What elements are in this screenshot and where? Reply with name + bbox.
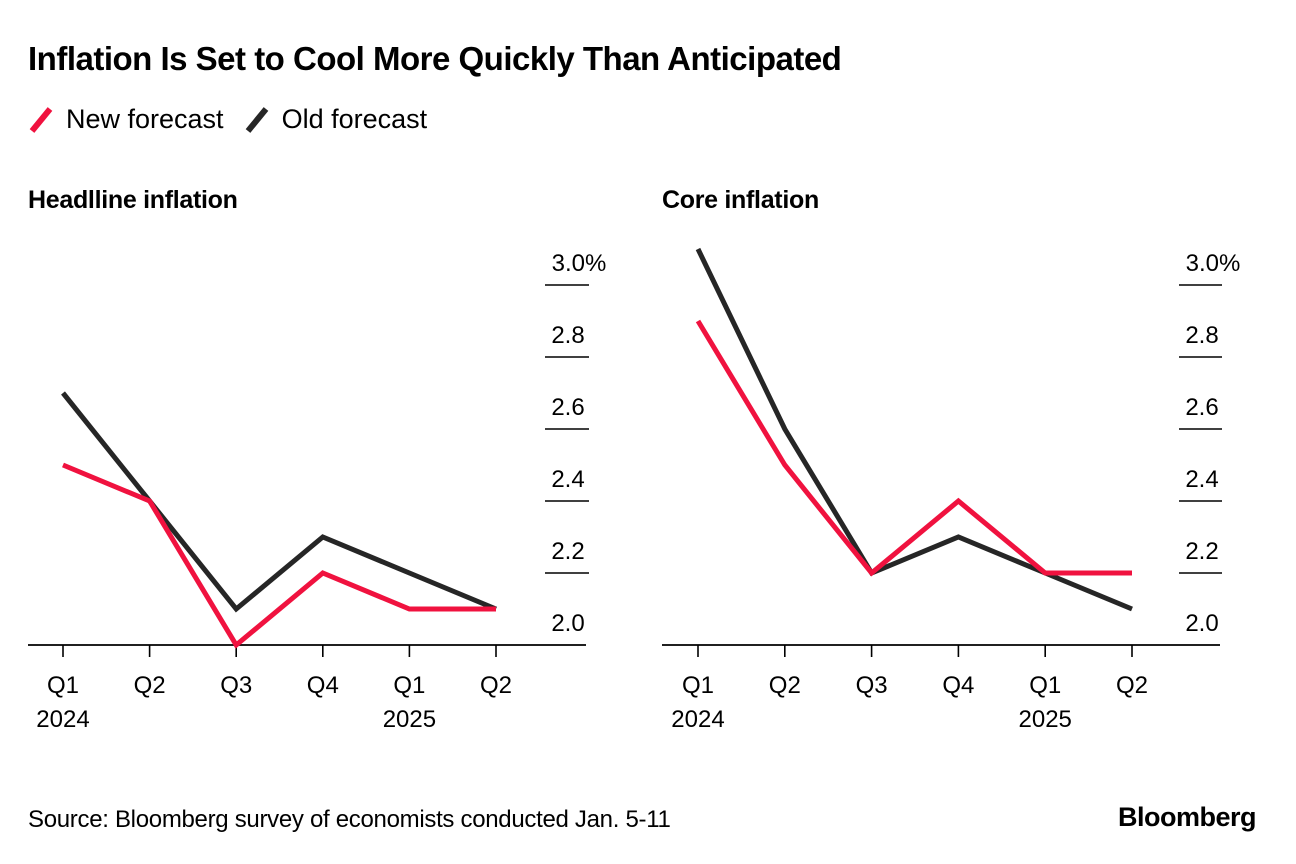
headline-xtick-label: Q1 [393,672,425,699]
headline-xtick-label: Q4 [307,672,339,699]
legend-label-old: Old forecast [281,104,428,134]
core-xtick-label: Q1 [682,672,714,699]
core-ytick-label: 2.0 [1185,610,1218,637]
legend: New forecast Old forecast [28,104,447,135]
headline-panel-title: Headlline inflation [28,186,238,214]
chart-title: Inflation Is Set to Cool More Quickly Th… [28,40,842,77]
core-ytick-label: 2.2 [1185,538,1218,565]
core-series-old-forecast [695,247,1133,612]
headline-ytick-label: 3.0% [552,250,607,277]
legend-item-old-forecast: Old forecast [244,104,428,135]
core-year-label: 2025 [1019,706,1072,733]
core-ytick-label: 2.4 [1185,466,1218,493]
headline-ytick-label: 2.6 [551,394,584,421]
core-panel-title: Core inflation [662,186,819,214]
legend-swatch-new [29,106,53,133]
core-year-label: 2024 [671,706,724,733]
headline-xtick-label: Q2 [134,672,166,699]
headline-ytick-label: 2.8 [551,322,584,349]
legend-item-new-forecast: New forecast [28,104,224,135]
bloomberg-logo: Bloomberg [1117,802,1257,832]
headline-ytick-label: 2.0 [551,610,584,637]
headline-year-label: 2025 [383,706,436,733]
headline-xtick-label: Q3 [220,672,252,699]
core-ytick-label: 2.6 [1185,394,1218,421]
core-xtick-label: Q2 [769,672,801,699]
headline-year-label: 2024 [36,706,89,733]
core-xtick-label: Q4 [942,672,974,699]
core-xtick-label: Q1 [1029,672,1061,699]
legend-label-new: New forecast [66,104,224,134]
headline-series-old-forecast [61,391,497,613]
headline-xtick-label: Q1 [47,672,79,699]
slash-line-icon [245,106,268,133]
legend-swatch-old [245,106,268,133]
headline-xtick-label: Q2 [480,672,512,699]
slash-line-icon [29,106,53,133]
core-ytick-label: 2.8 [1185,322,1218,349]
headline-series-new-forecast [62,462,496,649]
headline-ytick-label: 2.4 [551,466,584,493]
core-ytick-label: 3.0% [1186,250,1241,277]
headline-ytick-label: 2.2 [551,538,584,565]
source-note: Source: Bloomberg survey of economists c… [28,806,671,833]
core-series-new-forecast [695,319,1132,577]
core-xtick-label: Q3 [856,672,888,699]
core-xtick-label: Q2 [1116,672,1148,699]
